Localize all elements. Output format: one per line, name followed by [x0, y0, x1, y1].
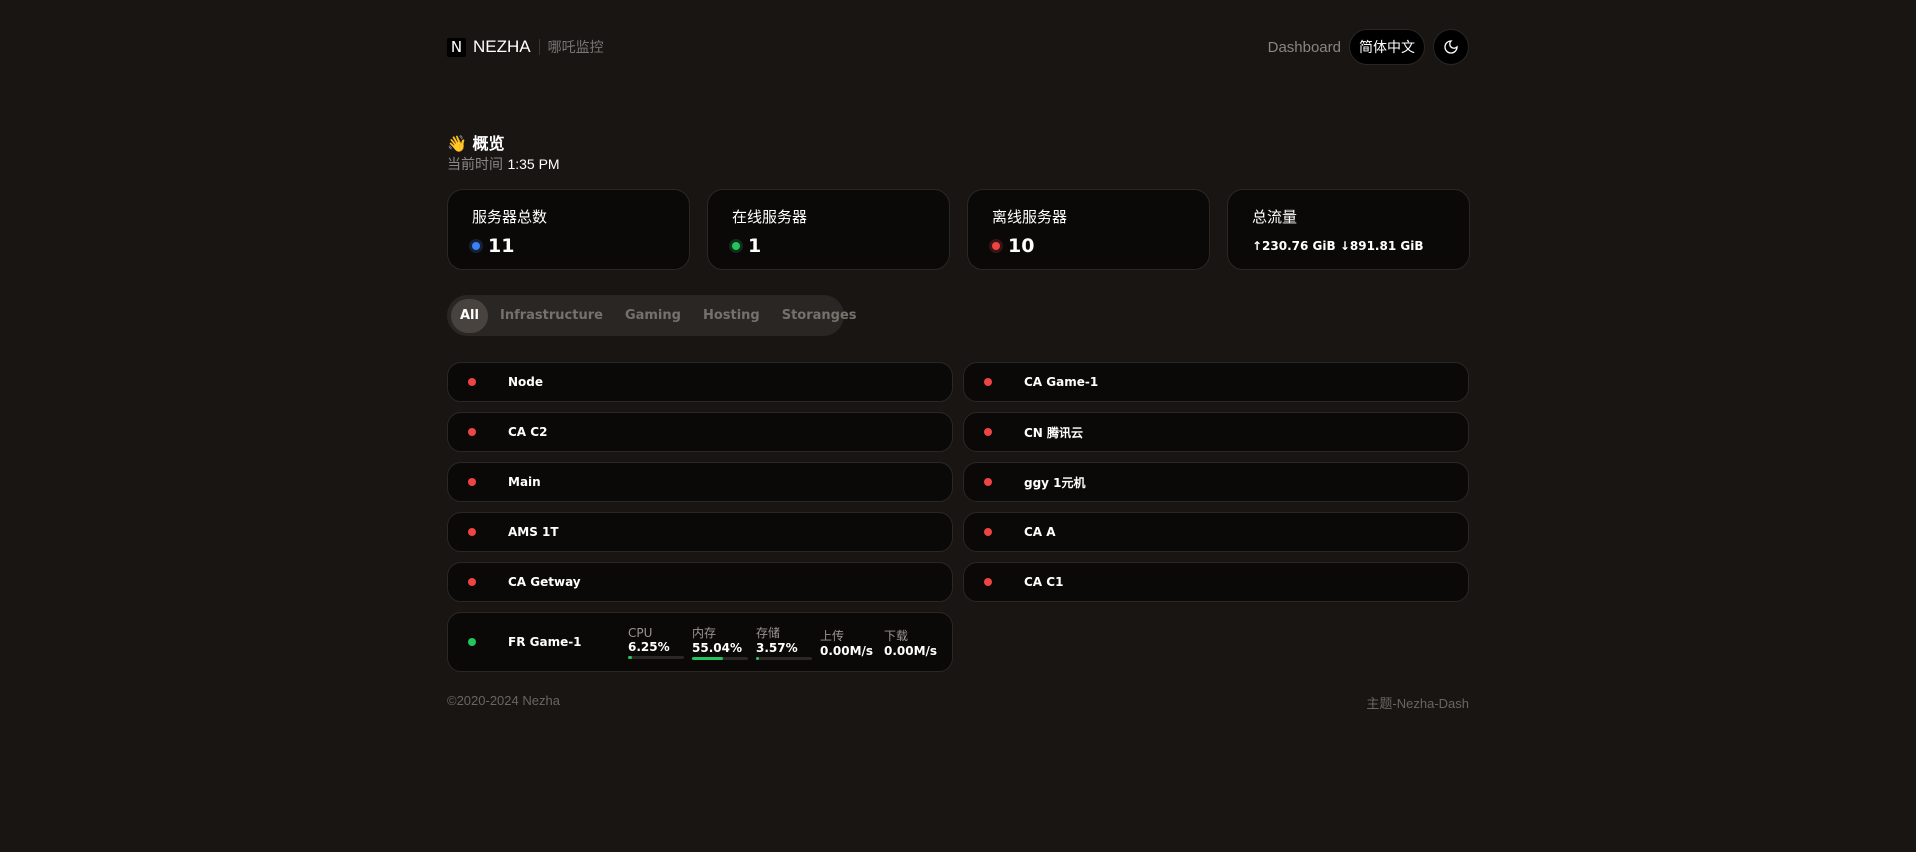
- summary-card: 服务器总数 11: [447, 189, 690, 270]
- server-name: Node: [508, 375, 544, 389]
- server-name: CA C2: [508, 425, 548, 439]
- server-row[interactable]: ggy 1元机: [963, 462, 1469, 502]
- server-row[interactable]: CN 腾讯云: [963, 412, 1469, 452]
- status-dot: [468, 428, 476, 436]
- server-name: FR Game-1: [508, 635, 582, 649]
- usage-bar-fill: [628, 655, 632, 659]
- stat-label: 下载: [884, 628, 909, 643]
- time-label: 当前时间: [447, 157, 503, 173]
- server-row[interactable]: Main: [447, 462, 953, 502]
- stat-label: CPU: [628, 625, 653, 640]
- status-dot: [468, 578, 476, 586]
- theme-toggle-button[interactable]: [1433, 29, 1469, 65]
- stat-value: 0.00M/s: [884, 643, 938, 658]
- usage-bar-fill: [756, 657, 760, 660]
- server-name: CA A: [1024, 525, 1056, 539]
- status-dot: [468, 378, 476, 386]
- server-row[interactable]: CA Game-1: [963, 362, 1469, 402]
- stat-4: 下载 0.00M/s: [884, 627, 948, 658]
- server-list: Node CA Game-1 CA C2 CN 腾讯云 Main ggy 1元机 AMS 1…: [447, 362, 1469, 672]
- status-dot: [468, 638, 476, 646]
- card-value: 1: [748, 235, 762, 257]
- card-title: 服务器总数: [472, 208, 548, 226]
- copyright: ©2020-2024 Nezha: [447, 693, 560, 708]
- header: N NEZHA 哪吒监控 Dashboard 简体中文: [447, 29, 1469, 65]
- usage-bar: [756, 657, 812, 660]
- card-title: 离线服务器: [992, 208, 1068, 226]
- divider: [538, 39, 540, 55]
- status-dot: [472, 242, 480, 250]
- status-dot: [468, 478, 476, 486]
- tab-gaming[interactable]: Gaming: [624, 308, 681, 323]
- stat-label: 内存: [692, 626, 717, 640]
- dashboard-link[interactable]: Dashboard: [1267, 38, 1341, 56]
- stat-label: 上传: [820, 628, 845, 643]
- status-dot: [984, 578, 992, 586]
- time-value: 1:35 PM: [507, 156, 560, 172]
- card-value: 11: [488, 235, 515, 257]
- usage-bar-fill: [692, 657, 723, 660]
- status-dot: [732, 242, 740, 250]
- status-dot: [992, 242, 1000, 250]
- stat-2: 存储 3.57%: [756, 624, 820, 660]
- stat-value: 0.00M/s: [820, 643, 874, 658]
- card-value: 10: [1008, 235, 1035, 257]
- status-dot: [468, 528, 476, 536]
- server-name: ggy 1元机: [1024, 475, 1086, 490]
- status-dot: [984, 528, 992, 536]
- current-time: 当前时间 1:35 PM: [447, 154, 560, 174]
- stat-value: 3.57%: [756, 641, 798, 655]
- group-tabs: All Infrastructure Gaming Hosting Storanges: [447, 295, 857, 336]
- stat-value: 6.25%: [628, 639, 670, 654]
- summary-card: 总流量 ↑230.76 GiB ↓891.81 GiB: [1227, 189, 1470, 270]
- tab-all[interactable]: All: [451, 298, 488, 333]
- card-title: 在线服务器: [732, 208, 808, 226]
- server-row[interactable]: CA C2: [447, 412, 953, 452]
- server-name: CA C1: [1024, 575, 1064, 589]
- usage-bar: [692, 657, 748, 660]
- server-name: CA Getway: [508, 575, 581, 589]
- server-name: AMS 1T: [508, 525, 559, 539]
- wave-icon: 👋: [447, 134, 467, 153]
- server-row[interactable]: CA C1: [963, 562, 1469, 602]
- card-title: 总流量: [1252, 208, 1298, 226]
- server-row[interactable]: Node: [447, 362, 953, 402]
- stat-3: 上传 0.00M/s: [820, 627, 884, 658]
- usage-bar: [628, 655, 684, 659]
- server-row[interactable]: CA Getway: [447, 562, 953, 602]
- status-dot: [984, 478, 992, 486]
- stat-0: CPU 6.25%: [628, 626, 692, 659]
- server-row[interactable]: FR Game-1 CPU 6.25% 内存 55.04% 存储 3.57% 上传 0.00M/…: [447, 612, 953, 672]
- brand-name[interactable]: NEZHA: [473, 37, 531, 56]
- server-row[interactable]: CA A: [963, 512, 1469, 552]
- status-dot: [984, 378, 992, 386]
- server-row[interactable]: AMS 1T: [447, 512, 953, 552]
- overview-heading: 概览: [472, 134, 505, 153]
- brand-subtitle: 哪吒监控: [547, 40, 604, 56]
- stat-value: 55.04%: [692, 641, 742, 655]
- summary-card: 在线服务器 1: [707, 189, 950, 270]
- traffic-value: ↑230.76 GiB ↓891.81 GiB: [1252, 239, 1424, 253]
- server-name: CN 腾讯云: [1024, 425, 1084, 440]
- status-dot: [984, 428, 992, 436]
- summary-card: 离线服务器 10: [967, 189, 1210, 270]
- language-button[interactable]: 简体中文: [1349, 29, 1425, 65]
- theme-credit[interactable]: 主题-Nezha-Dash: [1366, 696, 1469, 711]
- stat-label: 存储: [756, 626, 781, 640]
- server-name: Main: [508, 475, 541, 489]
- tab-infrastructure[interactable]: Infrastructure: [499, 308, 603, 323]
- tab-hosting[interactable]: Hosting: [702, 308, 760, 323]
- stat-1: 内存 55.04%: [692, 624, 756, 660]
- tab-storanges[interactable]: Storanges: [781, 308, 857, 323]
- logo[interactable]: N: [447, 37, 466, 57]
- overview-title: 👋 概览: [447, 130, 505, 154]
- footer: ©2020-2024 Nezha 主题-Nezha-Dash: [447, 693, 1469, 712]
- server-name: CA Game-1: [1024, 375, 1099, 389]
- summary-cards: 服务器总数 11 在线服务器 1 离线服务器 10 总流量 ↑230.76 GiB ↓891.…: [447, 189, 1470, 270]
- moon-icon: [1444, 40, 1458, 54]
